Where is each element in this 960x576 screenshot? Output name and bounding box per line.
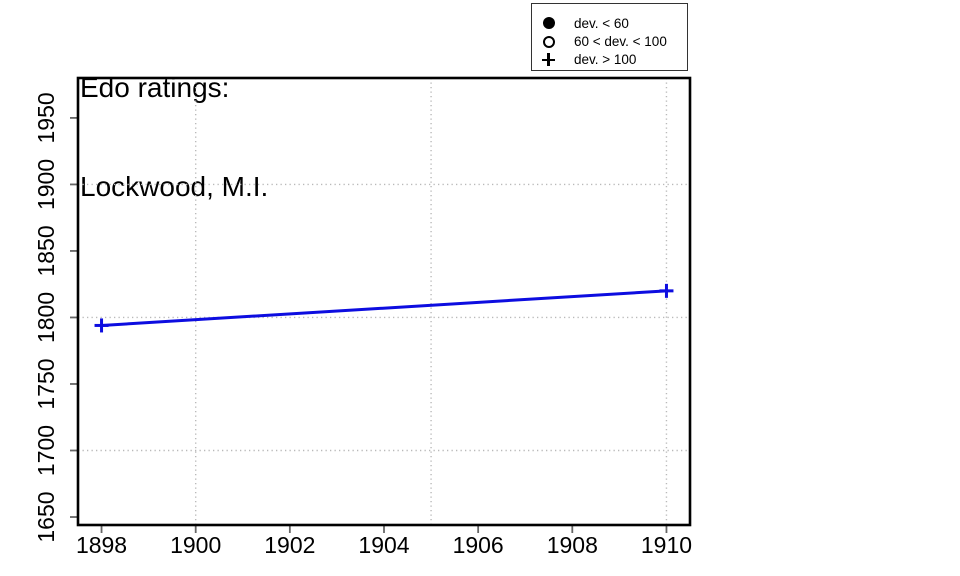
y-axis-tick-label: 1900 <box>33 159 59 210</box>
series-line <box>101 289 667 327</box>
chart-title-line2: Lockwood, M.I. <box>80 171 269 202</box>
legend: dev. < 60 60 < dev. < 100 dev. > 100 <box>531 3 688 71</box>
open-circle-icon <box>542 35 555 48</box>
legend-label: dev. > 100 <box>574 52 637 68</box>
legend-label: dev. < 60 <box>574 15 629 31</box>
plot-frame <box>76 76 692 527</box>
legend-label: 60 < dev. < 100 <box>574 34 667 50</box>
x-axis-tick-label: 1906 <box>453 532 504 558</box>
x-axis-tick-label: 1902 <box>264 532 315 558</box>
x-axis-tick-label: 1900 <box>170 532 221 558</box>
y-axis-tick-label: 1750 <box>33 358 59 409</box>
legend-item-dev-gt-100: dev. > 100 <box>541 51 687 69</box>
y-axis-tick-label: 1650 <box>33 491 59 542</box>
legend-item-dev-60-100: 60 < dev. < 100 <box>541 32 687 50</box>
x-axis-tick-label: 1908 <box>547 532 598 558</box>
y-axis-tick-label: 1700 <box>33 425 59 476</box>
legend-item-dev-lt-60: dev. < 60 <box>541 14 687 32</box>
y-axis-tick-label: 1850 <box>33 225 59 276</box>
y-axis-tick-label: 1950 <box>33 92 59 143</box>
plus-icon <box>542 53 555 67</box>
x-axis-tick-label: 1910 <box>641 532 692 558</box>
x-axis-tick-label: 1898 <box>76 532 127 558</box>
x-axis-tick-label: 1904 <box>358 532 409 558</box>
y-axis-tick-label: 1800 <box>33 292 59 343</box>
filled-circle-icon <box>542 17 555 30</box>
